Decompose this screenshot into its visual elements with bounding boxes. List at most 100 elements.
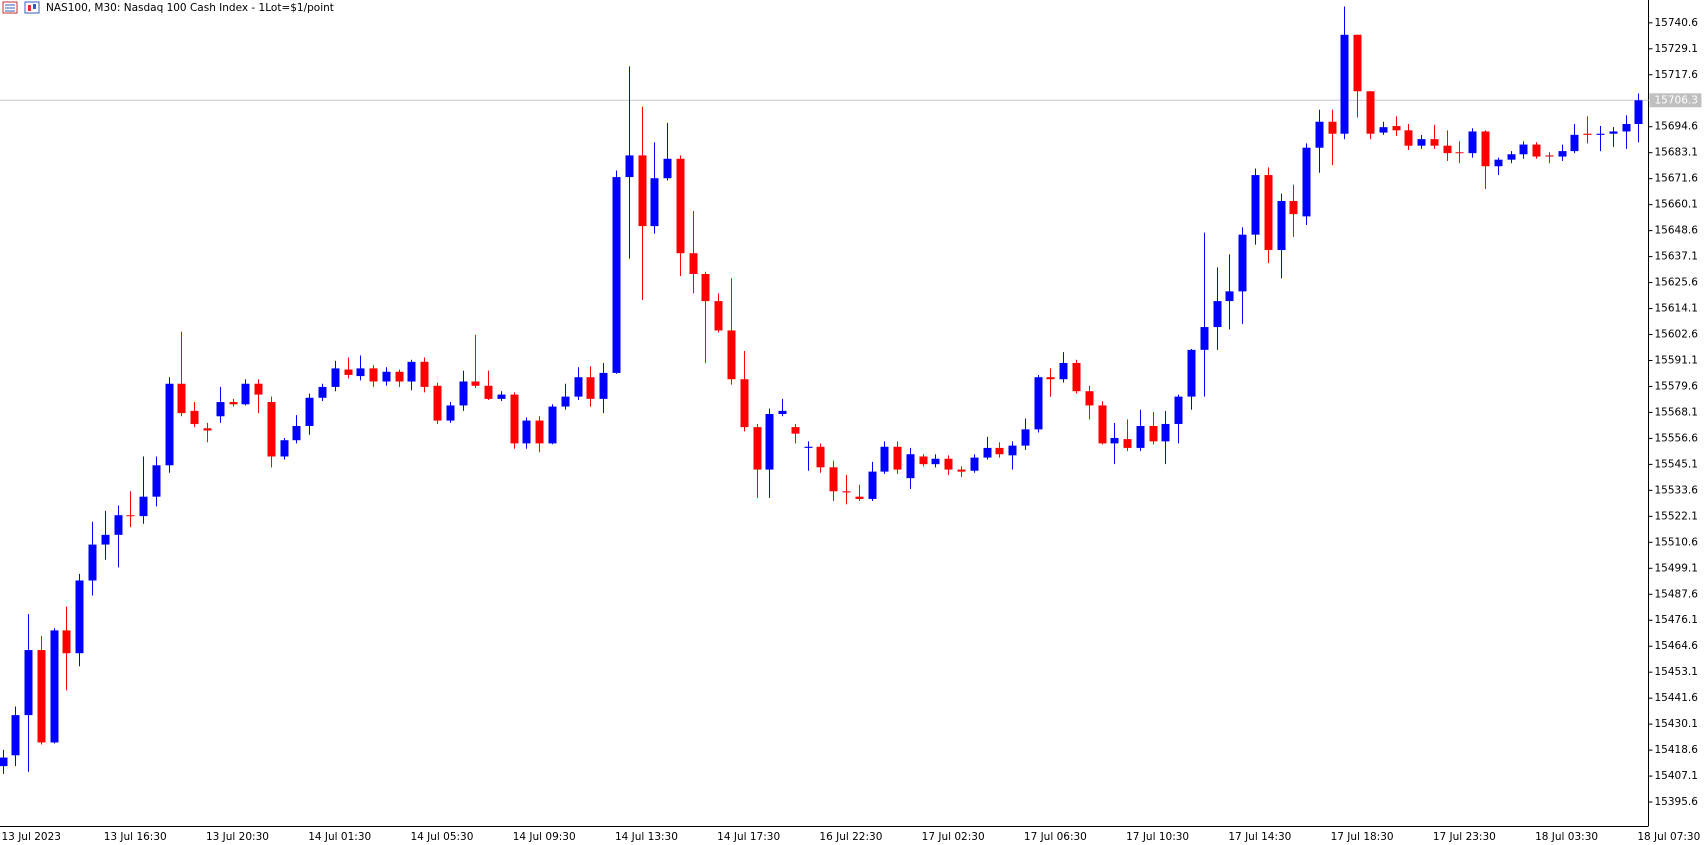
candle-body	[1225, 291, 1234, 302]
x-tick-label: 14 Jul 17:30	[717, 831, 780, 843]
candle-body	[382, 371, 391, 382]
candle-body	[1213, 301, 1222, 328]
candle-body	[663, 158, 672, 179]
candle-body	[1634, 100, 1643, 125]
candle-body	[1392, 126, 1401, 131]
candle-body	[727, 330, 736, 380]
y-tick-label: 15395.6	[1655, 796, 1699, 808]
y-tick-label: 15591.1	[1655, 354, 1698, 366]
y-tick-label: 15499.1	[1655, 562, 1698, 574]
y-tick-label: 15660.1	[1655, 199, 1698, 211]
y-tick-label: 15694.6	[1655, 121, 1699, 133]
candle-body	[1366, 91, 1375, 134]
candle-body	[0, 757, 8, 767]
candle-body	[433, 385, 442, 421]
y-tick-label: 15602.6	[1655, 329, 1699, 341]
candle-body	[906, 454, 915, 479]
candle-body	[369, 368, 378, 382]
y-tick-label: 15683.1	[1655, 147, 1698, 159]
x-tick-label: 13 Jul 16:30	[104, 831, 167, 843]
y-tick-label: 15717.6	[1655, 69, 1699, 81]
candle-body	[1494, 159, 1503, 167]
candle-body	[1353, 34, 1362, 92]
y-tick-label: 15740.6	[1655, 17, 1699, 29]
candle-body	[1251, 175, 1260, 235]
candle-body	[650, 178, 659, 227]
y-tick-label: 15637.1	[1655, 251, 1698, 263]
candle-body	[305, 397, 314, 426]
candle-body	[1315, 121, 1324, 148]
y-tick-label: 15418.6	[1655, 744, 1699, 756]
candle-body	[484, 385, 493, 399]
current-price-box	[1649, 93, 1702, 108]
icon-chart	[24, 1, 40, 14]
candle-body	[1008, 445, 1017, 456]
candle-body	[957, 469, 966, 472]
candle-body	[1046, 377, 1055, 380]
x-tick-label: 18 Jul 03:30	[1535, 831, 1598, 843]
candle-body	[931, 458, 940, 465]
candle-body	[740, 379, 749, 428]
candle-body	[216, 402, 225, 417]
candle-body	[893, 446, 902, 470]
candle-body	[714, 301, 723, 331]
candle-body	[1545, 155, 1554, 157]
candle-body	[676, 158, 685, 254]
candle-body	[510, 394, 519, 444]
candle-body	[114, 515, 123, 535]
candle-body	[1123, 439, 1132, 448]
candle-body	[689, 253, 698, 274]
y-tick-label: 15441.6	[1655, 692, 1699, 704]
candle-body	[829, 467, 838, 492]
candle-body	[970, 457, 979, 471]
y-tick-label: 15614.1	[1655, 303, 1698, 315]
x-tick-label: 17 Jul 10:30	[1126, 831, 1189, 843]
candle-body	[420, 361, 429, 387]
candle-body	[37, 650, 46, 743]
candle-body	[101, 534, 110, 545]
y-tick-label: 15625.6	[1655, 277, 1699, 289]
candle-body	[1455, 152, 1464, 154]
y-tick-label: 15487.6	[1655, 588, 1699, 600]
candle-body	[1085, 391, 1094, 406]
candle-body	[1481, 131, 1490, 167]
candle-body	[203, 428, 212, 431]
candle-body	[574, 377, 583, 397]
candle-body	[880, 446, 889, 472]
y-tick-label: 15407.1	[1655, 770, 1698, 782]
candle-body	[395, 371, 404, 382]
candle-body	[1161, 423, 1170, 442]
x-tick-label: 14 Jul 01:30	[308, 831, 371, 843]
x-tick-label: 13 Jul 2023	[2, 831, 61, 843]
candle-body	[522, 420, 531, 444]
candle-body	[804, 446, 813, 448]
candle-body	[1098, 405, 1107, 444]
candle-body	[1507, 154, 1516, 160]
candle-body	[1136, 425, 1145, 448]
candle-body	[1570, 134, 1579, 152]
candle-body	[1200, 327, 1209, 350]
candle-body	[535, 420, 544, 444]
icon-bar	[33, 4, 36, 9]
candle-body	[50, 630, 59, 743]
candle-body	[292, 425, 301, 441]
x-tick-label: 16 Jul 22:30	[819, 831, 882, 843]
candle-body	[1519, 144, 1528, 155]
candle-body	[407, 361, 416, 382]
candle-body	[1072, 362, 1081, 392]
y-tick-label: 15476.1	[1655, 614, 1698, 626]
candle-body	[75, 580, 84, 654]
candle-body	[280, 440, 289, 457]
candle-body	[1417, 139, 1426, 146]
candle-body	[586, 377, 595, 399]
y-tick-label: 15533.6	[1655, 484, 1699, 496]
candle-body	[1583, 133, 1592, 135]
candle-body	[625, 155, 634, 178]
candle-body	[995, 447, 1004, 455]
candle-body	[561, 396, 570, 407]
current-price-label: 15706.3	[1655, 94, 1698, 106]
candle-body	[638, 155, 647, 227]
